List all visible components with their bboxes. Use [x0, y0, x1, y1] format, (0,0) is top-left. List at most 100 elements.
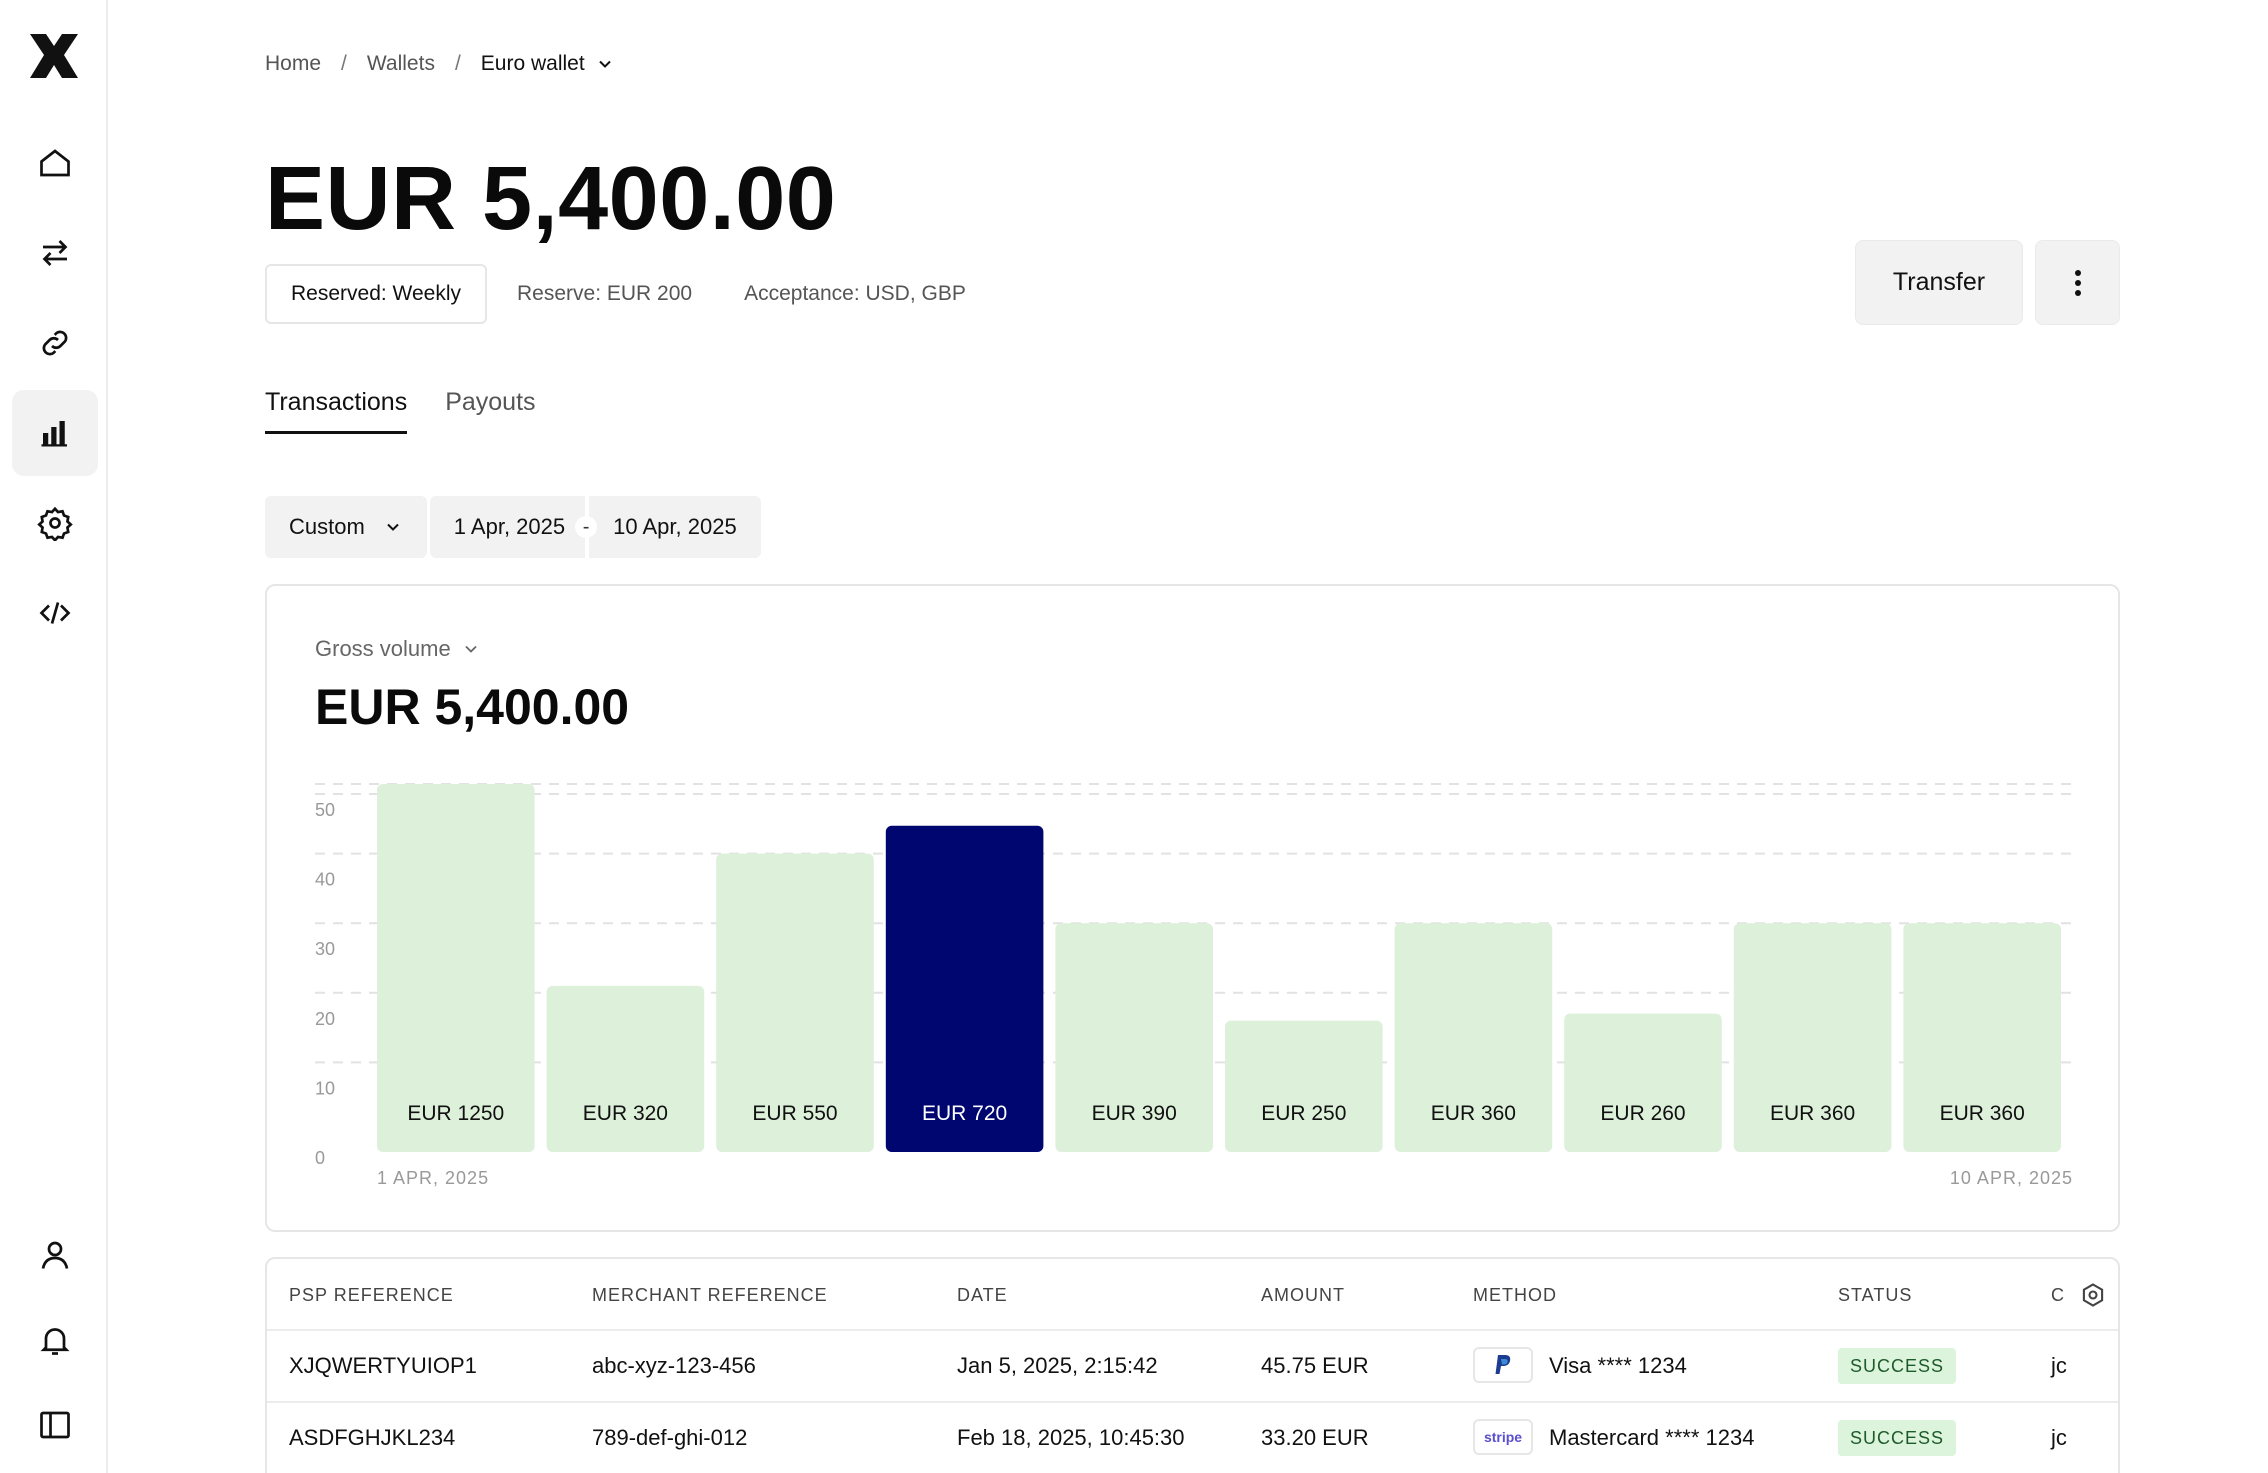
start-date-field[interactable]: 1 Apr, 2025 — [429, 496, 586, 558]
bar-value-label: EUR 260 — [1600, 1102, 1685, 1125]
sidebar-item-links[interactable] — [12, 300, 98, 386]
tabs: Transactions Payouts — [265, 388, 574, 434]
date-cell: Feb 18, 2025, 10:45:30 — [957, 1425, 1185, 1450]
date-cell: Jan 5, 2025, 2:15:42 — [957, 1353, 1158, 1378]
method-cell: Visa **** 1234 — [1549, 1353, 1687, 1378]
column-header-psp-reference[interactable]: PSP REFERENCE — [289, 1285, 454, 1305]
table-row[interactable]: XJQWERTYUIOP1 abc-xyz-123-456 Jan 5, 202… — [267, 1331, 2118, 1403]
extra-cell: jc — [2051, 1353, 2067, 1378]
bar-value-label: EUR 360 — [1940, 1102, 2025, 1125]
extra-cell: jc — [2051, 1425, 2067, 1450]
y-tick-label: 40 — [315, 870, 335, 890]
breadcrumb-wallets[interactable]: Wallets — [366, 52, 435, 75]
sidebar-item-developers[interactable] — [12, 570, 98, 656]
chevron-down-icon — [465, 645, 477, 653]
date-range-separator: - — [575, 516, 598, 538]
breadcrumb-home[interactable]: Home — [265, 52, 322, 75]
user-icon — [41, 1241, 69, 1269]
sidebar-item-home[interactable] — [12, 120, 98, 206]
reserve-tag: Reserve: EUR 200 — [517, 282, 693, 305]
sidebar-item-account[interactable] — [12, 1212, 98, 1298]
column-header-method[interactable]: METHOD — [1473, 1285, 1557, 1305]
transactions-table: PSP REFERENCE MERCHANT REFERENCE DATE AM… — [265, 1257, 2120, 1473]
sidebar — [0, 0, 108, 1473]
wallet-tags: Reserved: Weekly Reserve: EUR 200 Accept… — [265, 264, 990, 324]
brand-logo[interactable] — [26, 28, 82, 84]
chevron-down-icon — [598, 60, 611, 68]
more-options-button[interactable] — [2035, 240, 2120, 325]
breadcrumb-wallet-selector[interactable]: Euro wallet — [481, 52, 615, 76]
end-date-field[interactable]: 10 Apr, 2025 — [589, 496, 761, 558]
status-badge: SUCCESS — [1838, 1348, 1957, 1384]
gear-icon — [37, 506, 73, 541]
method-cell: Mastercard **** 1234 — [1549, 1425, 1755, 1450]
amount-cell: 45.75 EUR — [1261, 1353, 1369, 1378]
breadcrumb: Home / Wallets / Euro wallet — [265, 52, 615, 76]
arrows-swap-icon — [42, 240, 68, 266]
bar-value-label: EUR 360 — [1431, 1102, 1516, 1125]
bar-value-label: EUR 250 — [1261, 1102, 1346, 1125]
y-tick-label: 50 — [315, 800, 335, 820]
sidebar-toggle-button[interactable] — [12, 1382, 98, 1468]
table-header: PSP REFERENCE MERCHANT REFERENCE DATE AM… — [267, 1259, 2118, 1331]
sidebar-item-analytics[interactable] — [12, 390, 98, 476]
reserved-tag: Reserved: Weekly — [265, 264, 488, 324]
wallet-actions: Transfer — [1855, 240, 2120, 325]
period-select[interactable]: Custom — [265, 496, 427, 558]
gross-volume-card: Gross volume EUR 5,400.00 0 10 20 30 40 50 EUR… — [265, 584, 2120, 1232]
column-header-c[interactable]: C — [2051, 1285, 2065, 1305]
sidebar-item-transfers[interactable] — [12, 210, 98, 296]
bar-value-label: EUR 550 — [752, 1102, 837, 1125]
chart-bar — [1564, 1013, 1722, 1152]
tab-payouts[interactable]: Payouts — [445, 388, 536, 416]
breadcrumb-current: Euro wallet — [480, 52, 585, 75]
status-badge: SUCCESS — [1838, 1420, 1957, 1456]
tab-transactions[interactable]: Transactions — [265, 388, 408, 434]
column-header-date[interactable]: DATE — [957, 1285, 1008, 1305]
home-icon — [40, 149, 70, 177]
psp-reference-cell: XJQWERTYUIOP1 — [289, 1353, 477, 1378]
breadcrumb-separator: / — [454, 52, 461, 75]
stripe-logo: stripe — [1473, 1419, 1533, 1455]
transfer-button[interactable]: Transfer — [1855, 240, 2023, 325]
bar-value-label: EUR 390 — [1092, 1102, 1177, 1125]
bar-value-label: EUR 360 — [1770, 1102, 1855, 1125]
paypal-icon — [1473, 1347, 1533, 1383]
more-vertical-icon — [2074, 269, 2081, 296]
wallet-balance: EUR 5,400.00 — [265, 149, 837, 249]
table-row[interactable]: ASDFGHJKL234 789-def-ghi-012 Feb 18, 202… — [267, 1403, 2118, 1473]
code-icon — [39, 602, 71, 624]
chart-bar — [1903, 923, 2061, 1152]
acceptance-tag: Acceptance: USD, GBP — [744, 282, 966, 305]
breadcrumb-separator: / — [341, 52, 347, 75]
gross-volume-chart: 0 10 20 30 40 50 EUR 1250 EUR 320 EUR 550 EUR 720… — [315, 783, 2073, 1188]
metric-value: EUR 5,400.00 — [315, 679, 630, 735]
bar-value-label: EUR 320 — [583, 1102, 668, 1125]
column-header-amount[interactable]: AMOUNT — [1261, 1285, 1345, 1305]
sidebar-item-notifications[interactable] — [12, 1297, 98, 1383]
psp-reference-cell: ASDFGHJKL234 — [289, 1425, 456, 1450]
column-header-merchant-reference[interactable]: MERCHANT REFERENCE — [592, 1285, 828, 1305]
column-header-status[interactable]: STATUS — [1838, 1285, 1913, 1305]
chart-bar — [546, 985, 705, 1152]
y-tick-label: 20 — [315, 1009, 335, 1029]
chart-bar — [377, 784, 535, 1152]
chevron-down-icon — [387, 523, 399, 531]
y-tick-label: 10 — [315, 1078, 335, 1098]
date-filters: Custom 1 Apr, 2025 - 10 Apr, 2025 — [265, 496, 761, 558]
amount-cell: 33.20 EUR — [1261, 1425, 1369, 1450]
period-select-value: Custom — [289, 514, 365, 539]
merchant-reference-cell: abc-xyz-123-456 — [592, 1353, 756, 1378]
chart-bar — [1733, 923, 1892, 1152]
y-tick-label: 30 — [315, 939, 335, 959]
sidebar-item-settings[interactable] — [12, 480, 98, 566]
link-icon — [42, 330, 68, 356]
bar-value-label: EUR 720 — [922, 1102, 1007, 1125]
chart-bar — [716, 853, 874, 1152]
column-settings-icon[interactable] — [2079, 1281, 2107, 1309]
bar-value-label: EUR 1250 — [407, 1102, 504, 1125]
chart-bar — [1225, 1020, 1383, 1152]
y-tick-label: 0 — [315, 1148, 325, 1168]
chart-bar — [1055, 923, 1213, 1152]
metric-selector[interactable]: Gross volume — [315, 636, 481, 662]
